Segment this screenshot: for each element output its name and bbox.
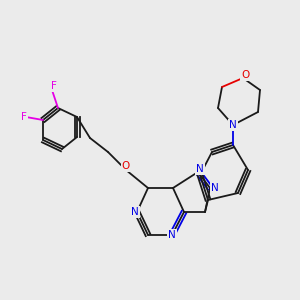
Text: N: N — [131, 207, 139, 217]
Text: N: N — [211, 183, 219, 193]
Text: F: F — [21, 112, 27, 122]
Text: N: N — [196, 164, 204, 174]
Text: O: O — [122, 161, 130, 171]
Text: O: O — [241, 70, 249, 80]
Text: F: F — [51, 81, 57, 91]
Text: N: N — [229, 120, 237, 130]
Text: N: N — [168, 230, 176, 240]
